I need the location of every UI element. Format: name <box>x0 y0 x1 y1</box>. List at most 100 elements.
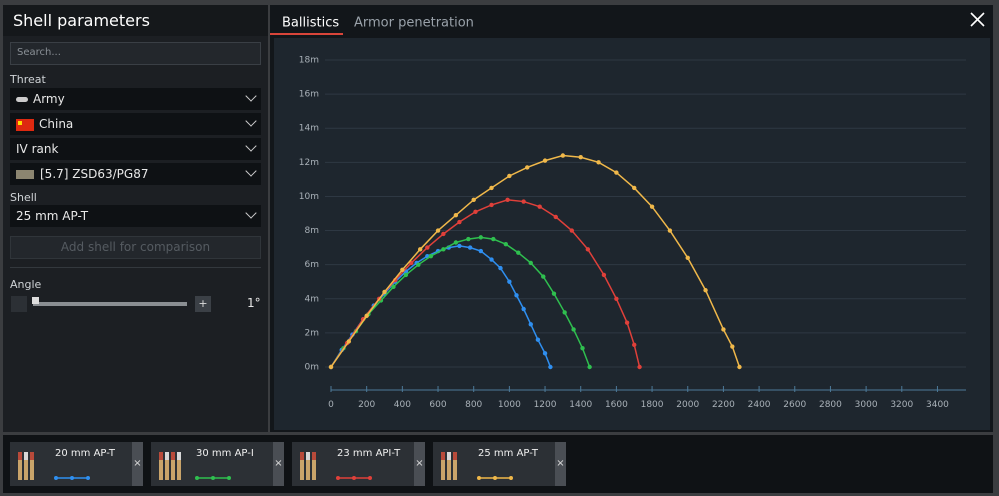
point <box>528 260 533 266</box>
rank: IV rank <box>16 142 59 156</box>
shell-card[interactable]: 25 mm AP-T × <box>433 442 566 486</box>
slider-thumb[interactable] <box>32 297 39 304</box>
remove-shell[interactable]: × <box>414 442 425 486</box>
shell-tip <box>453 452 457 460</box>
shell-card[interactable]: 20 mm AP-T × <box>10 442 143 486</box>
remove-shell[interactable]: × <box>132 442 143 486</box>
point <box>667 228 673 233</box>
shell-card[interactable]: 23 mm API-T × <box>292 442 425 486</box>
point <box>580 346 585 351</box>
legend-dot <box>509 476 513 480</box>
point <box>542 158 548 163</box>
shell-card[interactable]: 30 mm AP-I × <box>151 442 284 486</box>
point <box>703 288 708 293</box>
shell-body <box>300 452 304 480</box>
shell-dropdown[interactable]: 25 mm AP-T <box>10 205 261 227</box>
point <box>637 364 642 370</box>
legend-dot <box>493 476 497 480</box>
point <box>503 242 509 247</box>
point <box>525 165 530 170</box>
angle-slider[interactable] <box>33 302 187 306</box>
shell-body <box>30 452 34 480</box>
remove-shell[interactable]: × <box>555 442 566 486</box>
legend-label: 23 mm API-T <box>337 448 401 459</box>
legend-dot <box>195 476 199 480</box>
x-tick-label: 3400 <box>926 400 949 410</box>
shell-body <box>441 452 445 480</box>
legend-swatch <box>195 476 231 480</box>
search-box[interactable]: Search... <box>10 42 261 65</box>
point <box>578 155 583 160</box>
tab-ballistics[interactable]: Ballistics <box>282 16 339 31</box>
legend-dot <box>352 476 356 480</box>
point <box>471 197 476 203</box>
point <box>473 209 478 214</box>
shell-body <box>165 452 169 480</box>
shell-label: Shell <box>10 191 37 204</box>
legend-dot <box>86 476 90 480</box>
shell-tip <box>312 452 316 460</box>
x-tick-label: 3200 <box>890 400 913 410</box>
shell-icon <box>441 452 457 480</box>
point <box>346 339 352 344</box>
point <box>428 253 434 259</box>
point <box>328 364 334 370</box>
point <box>737 364 742 370</box>
point <box>498 265 503 271</box>
legend-dot <box>477 476 481 480</box>
x-tick-label: 600 <box>429 400 446 410</box>
shell-icon <box>300 452 316 480</box>
point <box>614 170 619 175</box>
separator <box>10 267 261 268</box>
point <box>541 274 546 279</box>
point <box>560 153 566 158</box>
point <box>521 199 526 204</box>
point <box>466 236 471 242</box>
shell-tip <box>24 452 28 460</box>
x-tick-label: 1800 <box>641 400 664 410</box>
point <box>537 204 542 209</box>
threat-type-dropdown[interactable]: Army <box>10 88 261 110</box>
point <box>435 228 441 233</box>
point <box>553 214 558 220</box>
point <box>548 364 553 370</box>
point <box>441 231 446 237</box>
legend-label: 20 mm AP-T <box>55 448 116 459</box>
tab-armor[interactable]: Armor penetration <box>354 16 474 31</box>
point <box>585 247 591 252</box>
rank-dropdown[interactable]: IV rank <box>10 138 261 160</box>
shell-tip <box>18 452 22 460</box>
point <box>441 247 446 252</box>
shell-tip <box>441 452 445 460</box>
shell-body <box>18 452 22 480</box>
point <box>571 327 576 332</box>
add-shell-button[interactable]: Add shell for comparison <box>10 236 261 259</box>
shell-icon <box>159 452 181 480</box>
point <box>467 245 473 250</box>
vehicle-dropdown[interactable]: [5.7] ZSD63/PG87 <box>10 163 261 185</box>
point <box>491 236 496 242</box>
y-tick-label: 16m <box>299 90 319 100</box>
shell-body <box>447 452 451 480</box>
point <box>478 235 484 240</box>
x-tick-label: 1600 <box>605 400 628 410</box>
x-tick-label: 400 <box>394 400 411 410</box>
angle-plus[interactable]: + <box>195 296 211 312</box>
point <box>507 279 512 284</box>
legend-dot <box>368 476 372 480</box>
close-button[interactable] <box>970 12 985 27</box>
point <box>391 284 396 290</box>
angle-minus[interactable] <box>11 296 27 312</box>
shell-body <box>171 452 175 480</box>
point <box>453 240 459 245</box>
point <box>569 228 575 233</box>
legend-dot <box>336 476 340 480</box>
x-tick-label: 0 <box>328 400 334 410</box>
remove-shell[interactable]: × <box>273 442 284 486</box>
chart-panel: Ballistics Armor penetration 0m 2m 4m 6m 8m 1… <box>270 5 993 432</box>
point <box>730 344 735 349</box>
point <box>507 173 512 179</box>
country-dropdown[interactable]: China <box>10 113 261 135</box>
